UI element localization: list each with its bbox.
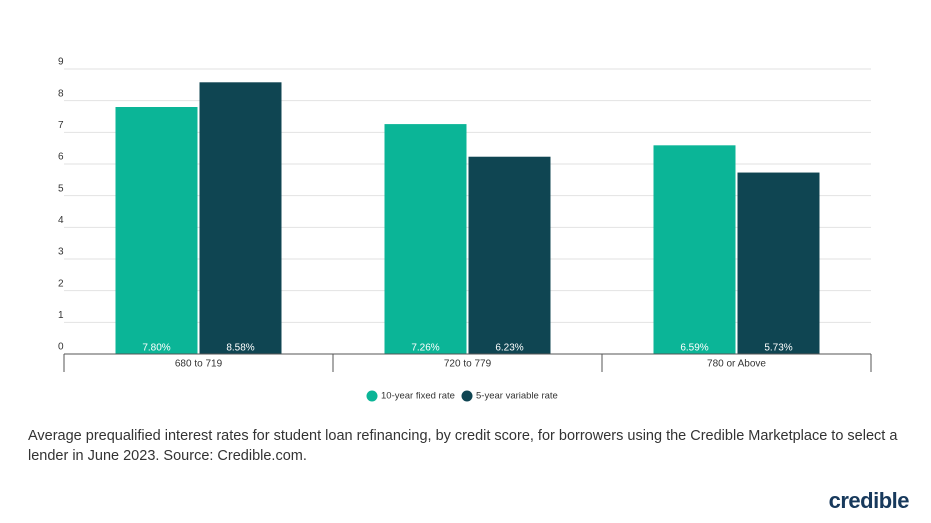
legend-swatch [461,390,473,402]
x-tick-label: 720 to 779 [444,359,492,370]
brand-logo: credible [828,488,910,513]
value-label: 7.80% [142,343,170,354]
value-label: 5.73% [764,343,792,354]
legend-label: 5-year variable rate [476,391,558,402]
caption: Average prequalified interest rates for … [28,428,898,464]
x-tick-label: 780 or Above [707,359,766,370]
value-label: 6.23% [495,343,523,354]
y-tick-label: 0 [58,342,64,353]
chart: 0 1 2 3 4 5 6 7 8 9 7.80% 8.58%680 to 719 7.26% 6.23%… [58,57,872,402]
y-tick-label: 7 [58,120,64,131]
x-tick-label: 680 to 719 [175,359,223,370]
y-tick-label: 4 [58,215,64,226]
y-tick-label: 9 [58,57,64,68]
legend-swatch [366,390,378,402]
y-tick-label: 8 [58,88,64,99]
y-tick-label: 6 [58,152,64,163]
value-label: 8.58% [226,343,254,354]
y-tick-label: 3 [58,247,64,258]
y-tick-label: 5 [58,183,64,194]
bar [737,172,820,354]
bar [468,156,551,354]
y-tick-label: 1 [58,310,64,321]
bar [199,82,282,355]
bar [384,124,467,354]
bar [653,145,736,354]
legend-label: 10-year fixed rate [381,391,455,402]
y-tick-label: 2 [58,278,64,289]
bar [115,107,198,354]
value-label: 7.26% [411,343,439,354]
value-label: 6.59% [680,343,708,354]
